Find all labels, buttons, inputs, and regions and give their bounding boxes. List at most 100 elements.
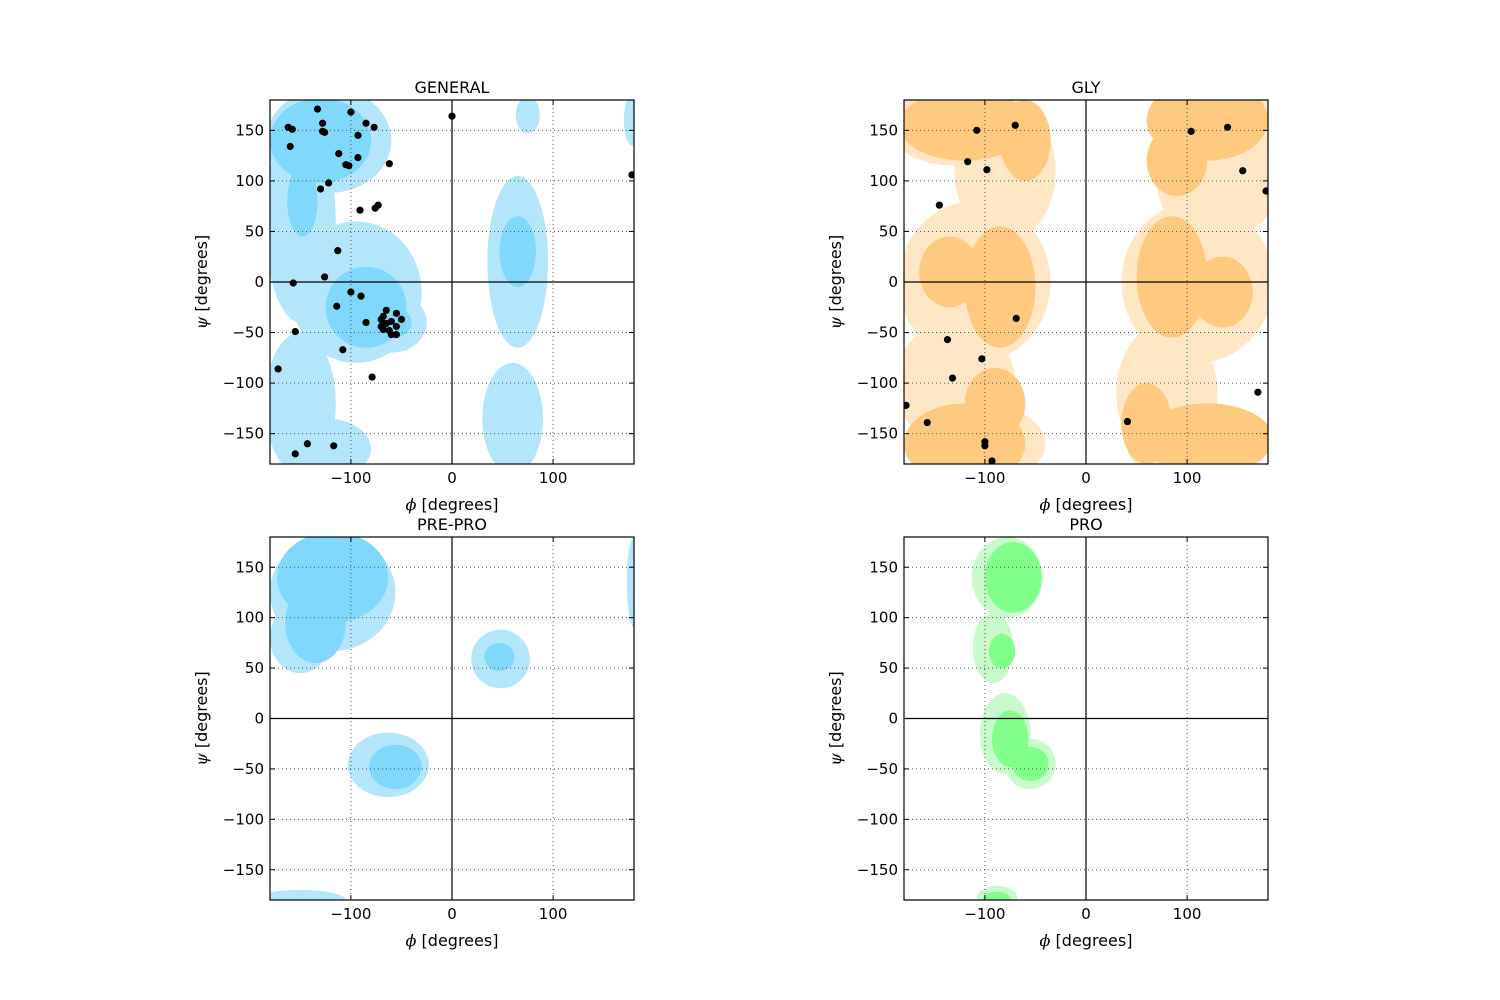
y-axis-label: ψ [degrees]	[192, 671, 211, 766]
inner-density-region-1	[285, 582, 346, 664]
data-point-29	[382, 306, 390, 314]
y-tick-label: −100	[223, 374, 264, 392]
y-tick-label: 150	[235, 558, 264, 576]
x-tick-label: 0	[1081, 469, 1091, 487]
data-point-1	[1011, 121, 1019, 129]
data-point-38	[392, 322, 400, 331]
data-point-22	[334, 247, 342, 255]
data-point-27	[357, 292, 365, 300]
y-tick-label: 0	[888, 273, 898, 291]
data-point-15	[1123, 417, 1132, 426]
panel-pro: −100 0 100 150 100 50 0 −50 −100 −150 PRO ϕ [degree…	[826, 515, 1269, 950]
inner-density-region-9	[1192, 256, 1253, 328]
data-point-14	[923, 418, 931, 427]
outer-density-region-4	[280, 418, 372, 464]
outer-density-region-5	[626, 537, 634, 628]
data-point-3	[1223, 123, 1232, 131]
data-point-3	[288, 125, 296, 133]
plot-area	[270, 100, 634, 464]
data-point-23	[628, 171, 634, 179]
data-point-47	[303, 440, 312, 448]
outer-density-region-7	[482, 362, 543, 464]
x-tick-label: 100	[1173, 469, 1202, 487]
data-point-18	[316, 185, 325, 193]
data-point-15	[342, 161, 350, 169]
data-point-21	[356, 206, 364, 214]
data-point-12	[354, 154, 362, 162]
y-tick-label: 100	[869, 609, 898, 627]
data-point-4	[964, 158, 972, 166]
x-tick-label: −100	[330, 905, 371, 923]
inner-density-region-1	[988, 633, 1016, 669]
y-tick-label: −50	[866, 760, 898, 778]
data-point-20	[371, 204, 379, 212]
x-tick-label: −100	[964, 905, 1005, 923]
y-tick-label: −50	[232, 760, 264, 778]
inner-density-region-3	[1012, 746, 1049, 782]
outer-density-region-9	[623, 100, 634, 146]
x-tick-label: −100	[330, 469, 371, 487]
y-tick-label: 0	[888, 710, 898, 728]
panel-title: PRE-PRO	[417, 515, 487, 534]
data-point-16	[1254, 388, 1262, 396]
data-point-40	[379, 325, 387, 334]
y-tick-label: 150	[869, 121, 898, 139]
inner-density-region-1	[287, 165, 318, 237]
data-point-8	[935, 201, 943, 209]
x-tick-label: 0	[1081, 905, 1091, 923]
panel-title: GLY	[1072, 78, 1101, 97]
data-point-9	[1012, 314, 1020, 322]
y-tick-label: 100	[235, 609, 264, 627]
data-point-19	[988, 457, 996, 464]
y-tick-label: 50	[879, 222, 898, 240]
data-point-11	[948, 374, 957, 382]
outer-density-region-4	[270, 889, 346, 900]
x-axis-label: ϕ [degrees]	[1040, 495, 1133, 514]
data-point-7	[1262, 187, 1268, 195]
data-point-10	[286, 142, 294, 151]
data-point-16	[448, 112, 456, 120]
data-point-30	[392, 309, 400, 317]
y-tick-label: 50	[245, 222, 264, 240]
inner-density-region-11	[1146, 125, 1208, 197]
data-point-24	[321, 273, 329, 281]
data-point-6	[370, 123, 378, 131]
y-tick-label: −100	[223, 810, 264, 828]
inner-density-region-0	[984, 542, 1042, 613]
inner-density-region-8	[1136, 216, 1208, 338]
data-point-9	[354, 131, 362, 139]
x-tick-label: 100	[539, 469, 568, 487]
y-tick-label: 150	[869, 558, 898, 576]
plot-area	[270, 537, 634, 900]
data-point-18	[981, 442, 989, 450]
data-point-8	[321, 128, 329, 136]
data-point-44	[339, 346, 347, 354]
panel-pre-pro: −100 0 100 150 100 50 0 −50 −100 −150 PRE-PRO ϕ [de…	[192, 515, 635, 950]
data-point-33	[362, 318, 370, 327]
y-axis-label: ψ [degrees]	[192, 235, 211, 330]
data-point-34	[397, 315, 406, 324]
panel-title: PRO	[1069, 515, 1102, 534]
data-point-41	[392, 330, 400, 339]
data-point-5	[983, 166, 991, 174]
x-tick-label: 0	[447, 905, 457, 923]
plot-area	[904, 537, 1268, 900]
y-tick-label: 50	[245, 659, 264, 677]
data-point-43	[291, 327, 299, 336]
data-point-6	[1239, 167, 1247, 175]
data-point-2	[1187, 127, 1195, 135]
panel-general: −100 0 100 150 100 50 0 −50 −100 −150 GENERAL ϕ [de…	[192, 78, 635, 514]
data-point-45	[274, 365, 282, 373]
data-point-12	[978, 355, 986, 363]
data-point-5	[362, 119, 370, 127]
data-point-28	[333, 302, 341, 310]
data-point-1	[347, 108, 355, 116]
inner-density-region-0	[904, 100, 1031, 161]
y-tick-label: 100	[235, 172, 264, 190]
inner-density-region-5	[964, 367, 1026, 439]
data-point-13	[385, 160, 393, 168]
data-point-48	[330, 442, 338, 450]
data-point-42	[387, 330, 395, 339]
data-point-0	[313, 105, 322, 113]
